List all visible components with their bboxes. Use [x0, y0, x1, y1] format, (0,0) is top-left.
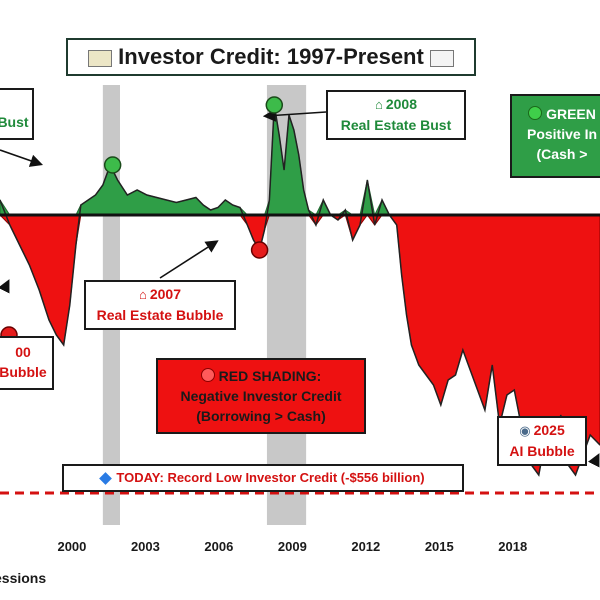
annotation-arrows	[0, 108, 600, 468]
green-shading-note: GREEN Positive In (Cash >	[510, 94, 600, 178]
house-icon: ⌂	[374, 97, 383, 112]
x-tick-label-2012: 2012	[351, 539, 381, 554]
bust-2008-text: Real Estate Bust	[340, 117, 452, 133]
x-tick-label-2009: 2009	[277, 539, 307, 554]
green-note-line2: Positive In	[526, 126, 598, 142]
red-note-line3: (Borrowing > Cash)	[196, 408, 326, 424]
x-tick-label-2018: 2018	[498, 539, 528, 554]
x-tick-label-2003: 2003	[130, 539, 160, 554]
today-text: TODAY: Record Low Investor Credit (-$556…	[116, 470, 425, 485]
red-note-title: RED SHADING:	[218, 368, 322, 384]
chart-title: Investor Credit: 1997-Present	[118, 44, 424, 69]
bust-2008-label: ⌂ 2008 Real Estate Bust	[326, 90, 466, 140]
bubble-2000-text: Bubble	[0, 364, 47, 380]
green-note-title: GREEN	[546, 106, 596, 122]
red-note-line2: Negative Investor Credit	[180, 388, 342, 404]
bubble-2025-text: AI Bubble	[509, 443, 575, 459]
bubble-2007-marker	[250, 241, 269, 259]
calendar-icon	[429, 49, 454, 67]
recessions-legend-text: essions	[0, 570, 47, 586]
reference-lines	[0, 213, 600, 495]
bubble-2000-label: 00 Bubble	[0, 336, 54, 390]
bust-2000-text: Bust	[0, 114, 29, 130]
bust-2008-marker	[265, 96, 284, 114]
bust-2000-marker	[103, 156, 122, 174]
bubble-2007-arrow	[159, 240, 219, 279]
bubble-2007-label: ⌂ 2007 Real Estate Bubble	[84, 280, 236, 330]
x-tick-label-2000: 2000	[57, 539, 87, 554]
bubble-2007-year: 2007	[149, 286, 181, 302]
bubble-2000-year: 00	[15, 344, 31, 360]
robot-icon: ◉	[519, 423, 531, 438]
bust-2008-year: 2008	[385, 96, 417, 112]
red-shading-note: RED SHADING: Negative Investor Credit (B…	[156, 358, 366, 434]
chart-title-box: Investor Credit: 1997-Present	[66, 38, 476, 76]
today-callout: TODAY: Record Low Investor Credit (-$556…	[62, 464, 464, 492]
green-note-line3: (Cash >	[536, 146, 588, 162]
bubble-2025-year: 2025	[533, 422, 565, 438]
bust-2008-arrow	[262, 108, 327, 122]
diamond-icon	[99, 472, 113, 485]
bubble-2000-arrow	[0, 279, 10, 294]
credit-card-icon	[88, 49, 113, 67]
bust-2000-arrow	[0, 149, 44, 167]
green-dot-icon	[528, 106, 543, 120]
bubble-2025-label: ◉ 2025 AI Bubble	[497, 416, 587, 466]
x-tick-label-2006: 2006	[204, 539, 234, 554]
x-tick-label-2015: 2015	[424, 539, 454, 554]
bust-2000-label: Bust	[0, 88, 34, 140]
bubble-2025-arrow	[587, 453, 600, 468]
red-dot-icon	[200, 368, 215, 382]
house-icon: ⌂	[138, 287, 147, 302]
bubble-2007-text: Real Estate Bubble	[96, 307, 224, 323]
recessions-legend: essions	[0, 570, 46, 586]
